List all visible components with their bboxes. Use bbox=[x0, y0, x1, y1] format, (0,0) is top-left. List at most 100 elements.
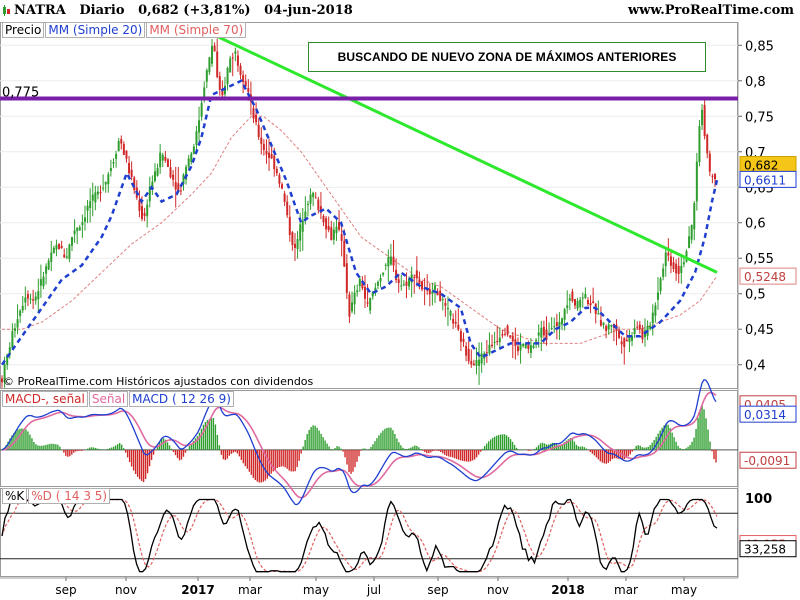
candle-down bbox=[340, 234, 343, 241]
candle-down bbox=[338, 221, 341, 230]
candle-up bbox=[304, 211, 307, 220]
candle-up bbox=[602, 322, 605, 326]
candle-up bbox=[151, 181, 154, 190]
sma70-badge-box bbox=[739, 267, 797, 285]
candle-up bbox=[682, 262, 685, 265]
candle-up bbox=[540, 327, 543, 338]
candle-up bbox=[182, 174, 185, 184]
candle-up bbox=[651, 312, 654, 324]
quote: 0,682 (+3,81%) bbox=[138, 3, 251, 18]
candle-up bbox=[223, 85, 226, 95]
candle-down bbox=[452, 318, 455, 324]
candle-down bbox=[638, 324, 641, 330]
candle-up bbox=[306, 203, 309, 205]
candle-down bbox=[392, 256, 395, 266]
candle-down bbox=[573, 299, 576, 306]
candle-down bbox=[428, 289, 431, 295]
candle-down bbox=[275, 168, 278, 174]
candle-up bbox=[475, 359, 478, 366]
candle-down bbox=[133, 177, 136, 191]
y-tick-label: 0,55 bbox=[745, 252, 774, 267]
candle-up bbox=[558, 321, 561, 327]
site-url[interactable]: www.ProRealTime.com bbox=[627, 3, 794, 18]
candle-up bbox=[384, 264, 387, 266]
candle-down bbox=[244, 81, 247, 87]
legend-macd-line: MACD ( 12 26 9) bbox=[129, 391, 234, 407]
candle-up bbox=[379, 278, 382, 282]
resistance-line: 0,775 bbox=[0, 86, 738, 101]
x-tick-label: jul bbox=[366, 583, 381, 597]
legend-sma20: MM (Simple 20) bbox=[45, 22, 146, 38]
candle-up bbox=[664, 252, 667, 267]
candle-up bbox=[659, 278, 662, 292]
candle-up bbox=[478, 359, 481, 366]
candle-down bbox=[322, 216, 325, 223]
legend-macd-signal: Señal bbox=[88, 391, 129, 407]
candle-down bbox=[286, 201, 289, 216]
candle-up bbox=[371, 292, 374, 297]
candle-down bbox=[667, 252, 670, 256]
candle-down bbox=[348, 294, 351, 317]
candle-down bbox=[125, 150, 128, 159]
macd-signal-path bbox=[1, 391, 717, 499]
candle-up bbox=[6, 354, 9, 365]
candle-up bbox=[649, 325, 652, 329]
ticker: NATRA bbox=[14, 3, 66, 18]
sma70-path bbox=[2, 115, 718, 344]
candle-up bbox=[13, 328, 16, 332]
candle-down bbox=[247, 88, 250, 93]
candle-down bbox=[421, 281, 424, 290]
candle-up bbox=[408, 278, 411, 287]
candle-down bbox=[514, 339, 517, 346]
header-quote: NATRA Diario 0,682 (+3,81%) 04-jun-2018 bbox=[14, 3, 353, 18]
candle-down bbox=[314, 197, 317, 199]
candle-down bbox=[63, 254, 66, 258]
y-tick-label: 0,45 bbox=[745, 323, 774, 338]
candle-down bbox=[467, 348, 470, 362]
candle-down bbox=[444, 302, 447, 306]
candle-up bbox=[112, 162, 115, 164]
candle-down bbox=[58, 243, 61, 249]
candle-down bbox=[708, 153, 711, 172]
candle-down bbox=[169, 167, 172, 178]
candle-up bbox=[431, 291, 434, 294]
x-axis: sep nov 2017 mar may jul sep nov 2018 mar may bbox=[0, 577, 738, 597]
candle-down bbox=[236, 55, 239, 66]
candle-up bbox=[400, 285, 403, 287]
candle-up bbox=[19, 310, 22, 317]
candle-down bbox=[213, 45, 216, 52]
candle-down bbox=[128, 163, 131, 174]
candle-down bbox=[542, 326, 545, 336]
candle-up bbox=[535, 339, 538, 341]
price-legend: Precio MM (Simple 20) MM (Simple 70) bbox=[2, 22, 247, 38]
candle-up bbox=[107, 174, 110, 185]
candle-down bbox=[527, 344, 530, 349]
candle-up bbox=[203, 87, 206, 98]
candle-up bbox=[522, 344, 525, 346]
candle-up bbox=[369, 297, 372, 311]
candle-up bbox=[83, 217, 86, 222]
period: Diario bbox=[79, 3, 125, 18]
candle-down bbox=[270, 154, 273, 159]
candle-up bbox=[187, 158, 190, 167]
candle-up bbox=[47, 260, 50, 270]
candle-up bbox=[335, 226, 338, 234]
candle-down bbox=[472, 363, 475, 366]
candle-up bbox=[195, 131, 198, 145]
candle-down bbox=[501, 334, 504, 336]
legend-stoch-k: %K bbox=[2, 488, 28, 504]
x-tick-label: may bbox=[303, 583, 329, 597]
candle-down bbox=[677, 265, 680, 274]
candle-down bbox=[459, 330, 462, 342]
candle-down bbox=[1, 378, 3, 383]
candle-up bbox=[610, 325, 613, 327]
candle-up bbox=[568, 298, 571, 301]
date: 04-jun-2018 bbox=[264, 3, 353, 18]
x-tick-label: nov bbox=[115, 583, 137, 597]
candle-down bbox=[462, 338, 465, 342]
candle-up bbox=[39, 279, 42, 286]
candle-down bbox=[239, 65, 242, 75]
candle-up bbox=[532, 345, 535, 348]
sma20-badge: 0,6611 bbox=[744, 173, 786, 187]
candle-up bbox=[698, 125, 701, 163]
